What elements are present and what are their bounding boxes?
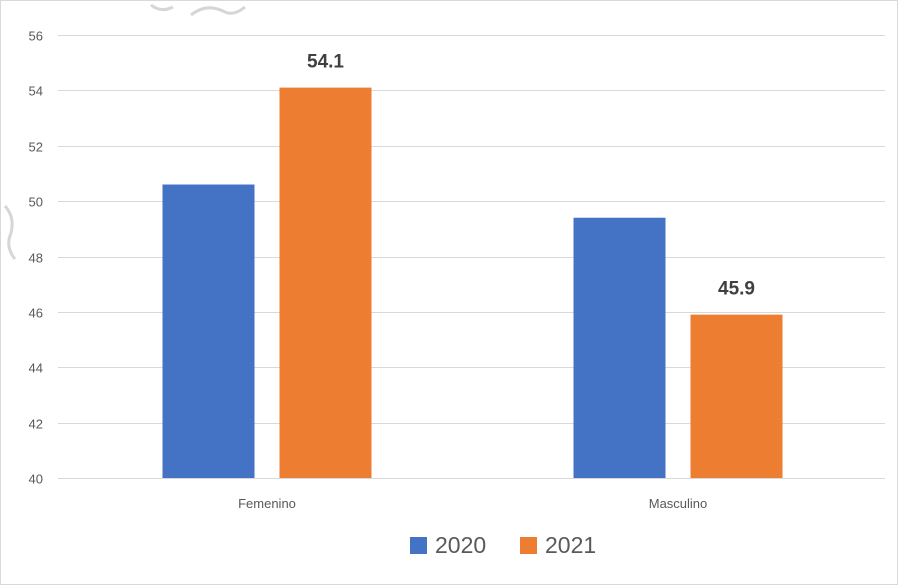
bar-2021-femenino [279,87,372,478]
y-tick-label-42: 42 [29,417,43,432]
bars [162,87,783,479]
y-tick-label-50: 50 [29,195,43,210]
y-axis-ticks: 40 42 44 46 48 50 52 54 56 [29,29,43,487]
y-tick-label-56: 56 [29,29,43,44]
y-tick-label-48: 48 [29,251,43,266]
y-tick-label-54: 54 [29,84,43,99]
bar-2020-masculino [573,217,666,479]
y-tick-label-46: 46 [29,306,43,321]
legend: 2020 2021 [410,532,596,558]
x-tick-label-masculino: Masculino [649,496,708,511]
x-axis-labels: Femenino Masculino [238,496,707,511]
legend-swatch-2020 [410,537,427,554]
y-tick-label-40: 40 [29,472,43,487]
x-tick-label-femenino: Femenino [238,496,296,511]
watermark-mark [3,3,246,260]
bar-2021-masculino [690,314,783,478]
legend-label-2020: 2020 [435,532,486,558]
legend-swatch-2021 [520,537,537,554]
y-tick-label-44: 44 [29,361,43,376]
data-label-2021-femenino: 54.1 [307,52,344,73]
y-tick-label-52: 52 [29,140,43,155]
legend-label-2021: 2021 [545,532,596,558]
bar-2020-femenino [162,184,255,478]
data-label-2021-masculino: 45.9 [718,279,755,300]
data-labels: 54.1 45.9 [307,52,755,300]
